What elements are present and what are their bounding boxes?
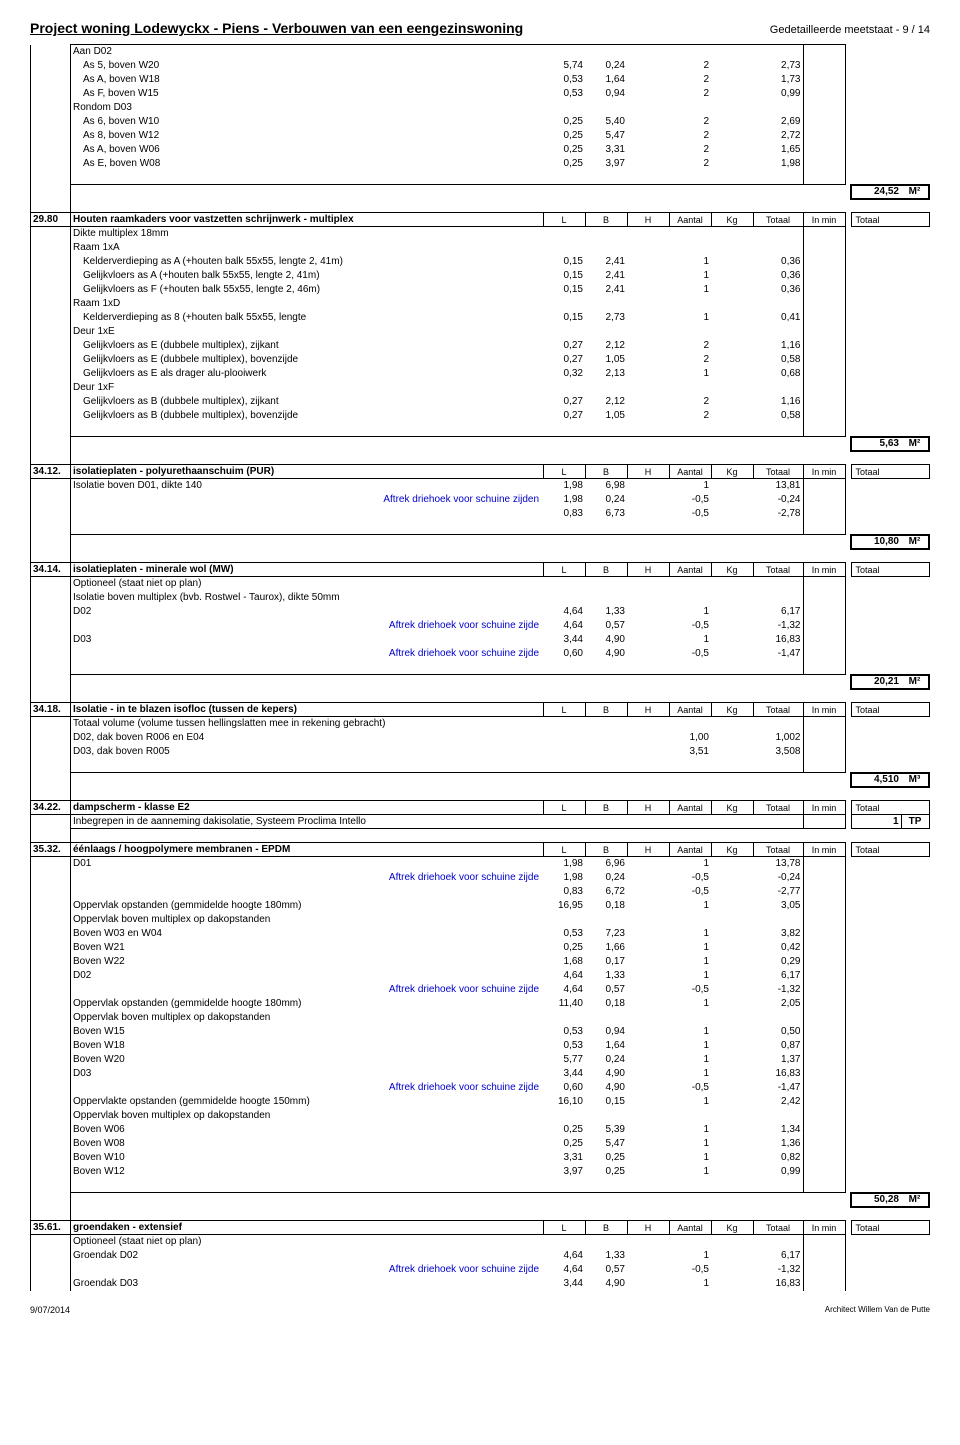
table-row: 0,836,72-0,5-2,77 (31, 885, 930, 899)
page-header: Project woning Lodewyckx - Piens - Verbo… (30, 20, 930, 36)
table-row: Isolatie boven D01, dikte 1401,986,98113… (31, 479, 930, 493)
section-header: 34.22. dampscherm - klasse E2 LB HAantal… (31, 801, 930, 815)
table-row: Boven W060,255,3911,34 (31, 1123, 930, 1137)
table-row: Aftrek driehoek voor schuine zijden1,980… (31, 493, 930, 507)
footer-date: 9/07/2014 (30, 1305, 70, 1315)
table-row: Oppervlak opstanden (gemmidelde hoogte 1… (31, 899, 930, 913)
table-row: Boven W123,970,2510,99 (31, 1165, 930, 1179)
table-row: Kelderverdieping as A (+houten balk 55x5… (31, 255, 930, 269)
sum-row: 20,21 M² (31, 675, 930, 689)
table-row: 0,836,73-0,5-2,78 (31, 507, 930, 521)
section-header: 35.61. groendaken - extensief LB HAantal… (31, 1221, 930, 1235)
table-row: As 5, boven W205,740,2422,73 (31, 59, 930, 73)
table-row: Gelijkvloers as A (+houten balk 55x55, l… (31, 269, 930, 283)
table-row: Boven W080,255,4711,36 (31, 1137, 930, 1151)
table-row: Gelijkvloers as B (dubbele multiplex), z… (31, 395, 930, 409)
table-row: Boven W103,310,2510,82 (31, 1151, 930, 1165)
table-row: As A, boven W180,531,6421,73 (31, 73, 930, 87)
table-row: Groendak D024,641,3316,17 (31, 1249, 930, 1263)
table-row: Aftrek driehoek voor schuine zijde4,640,… (31, 619, 930, 633)
table-row: Boven W03 en W040,537,2313,82 (31, 927, 930, 941)
table-row: Aftrek driehoek voor schuine zijde4,640,… (31, 983, 930, 997)
sum-row: 24,52 M² (31, 185, 930, 199)
table-row: Aan D02 (31, 45, 930, 59)
sum-row: 50,28 M² (31, 1193, 930, 1207)
table-row: Rondom D03 (31, 101, 930, 115)
table-row: Aftrek driehoek voor schuine zijde0,604,… (31, 647, 930, 661)
table-row: Boven W180,531,6410,87 (31, 1039, 930, 1053)
table-row: As A, boven W060,253,3121,65 (31, 143, 930, 157)
table-row: D033,444,90116,83 (31, 633, 930, 647)
table-row: Aftrek driehoek voor schuine zijde4,640,… (31, 1263, 930, 1277)
table-row: Aftrek driehoek voor schuine zijde1,980,… (31, 871, 930, 885)
table-row: Boven W205,770,2411,37 (31, 1053, 930, 1067)
table-row: D024,641,3316,17 (31, 605, 930, 619)
table-row: D024,641,3316,17 (31, 969, 930, 983)
sum-row: 4,510 M³ (31, 773, 930, 787)
section-header: 34.18. Isolatie - in te blazen isofloc (… (31, 703, 930, 717)
page-footer: 9/07/2014 Architect Willem Van de Putte (30, 1305, 930, 1315)
section-header: 29.80 Houten raamkaders voor vastzetten … (31, 213, 930, 227)
sum-row: 10,80 M² (31, 535, 930, 549)
table-row: As F, boven W150,530,9420,99 (31, 87, 930, 101)
table-row: Gelijkvloers as E (dubbele multiplex), z… (31, 339, 930, 353)
table-row: Gelijkvloers as E als drager alu-plooiwe… (31, 367, 930, 381)
table-row: D011,986,96113,78 (31, 857, 930, 871)
page-subtitle: Gedetailleerde meetstaat - 9 / 14 (770, 24, 930, 36)
table-row: Boven W210,251,6610,42 (31, 941, 930, 955)
footer-architect: Architect Willem Van de Putte (825, 1305, 930, 1315)
table-row: D02, dak boven R006 en E041,001,002 (31, 731, 930, 745)
table-row: Groendak D033,444,90116,83 (31, 1277, 930, 1291)
table-row: Aftrek driehoek voor schuine zijde0,604,… (31, 1081, 930, 1095)
table-row: Kelderverdieping as 8 (+houten balk 55x5… (31, 311, 930, 325)
table-row: Oppervlak boven multiplex op dakopstande… (31, 913, 930, 927)
section-header: 34.12. isolatieplaten - polyurethaanschu… (31, 465, 930, 479)
table-row: Oppervlakte opstanden (gemmidelde hoogte… (31, 1095, 930, 1109)
table-row: Gelijkvloers as F (+houten balk 55x55, l… (31, 283, 930, 297)
measurement-table: Aan D02 As 5, boven W205,740,2422,73As A… (30, 44, 930, 1291)
table-row: As E, boven W080,253,9721,98 (31, 157, 930, 171)
section-header: 35.32. éénlaags / hoogpolymere membranen… (31, 843, 930, 857)
table-row: Oppervlak opstanden (gemmidelde hoogte 1… (31, 997, 930, 1011)
table-row: Oppervlak boven multiplex op dakopstande… (31, 1011, 930, 1025)
table-row: Boven W221,680,1710,29 (31, 955, 930, 969)
table-row: Oppervlak boven multiplex op dakopstande… (31, 1109, 930, 1123)
table-row: As 6, boven W100,255,4022,69 (31, 115, 930, 129)
table-row: Boven W150,530,9410,50 (31, 1025, 930, 1039)
page-title: Project woning Lodewyckx - Piens - Verbo… (30, 20, 523, 36)
section-header: 34.14. isolatieplaten - minerale wol (MW… (31, 563, 930, 577)
table-row: As 8, boven W120,255,4722,72 (31, 129, 930, 143)
table-row: Gelijkvloers as B (dubbele multiplex), b… (31, 409, 930, 423)
sum-row: 5,63 M² (31, 437, 930, 451)
table-row: D033,444,90116,83 (31, 1067, 930, 1081)
table-row: Gelijkvloers as E (dubbele multiplex), b… (31, 353, 930, 367)
table-row: D03, dak boven R0053,513,508 (31, 745, 930, 759)
